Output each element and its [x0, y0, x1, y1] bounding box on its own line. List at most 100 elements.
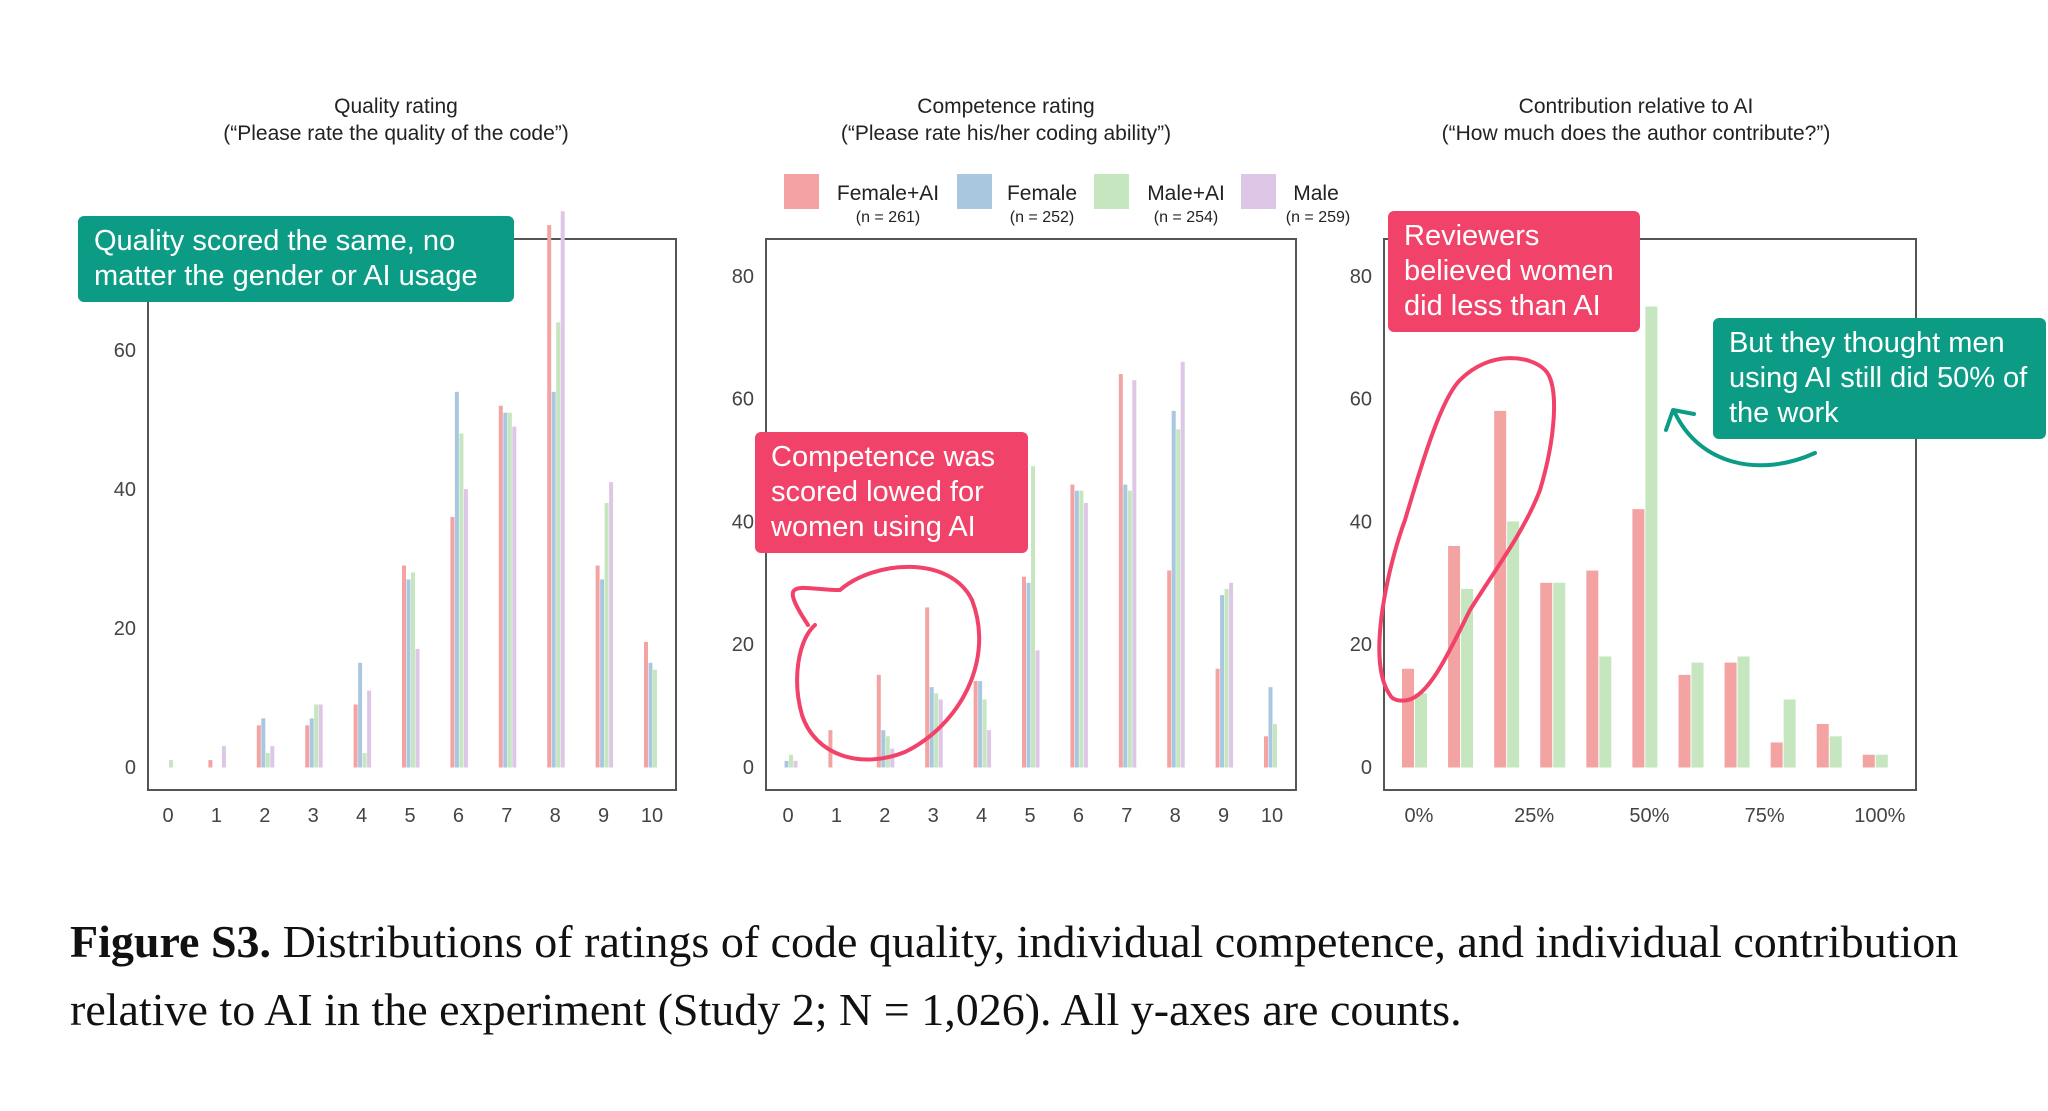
- figure-caption: Figure S3. Distributions of ratings of c…: [70, 908, 2020, 1044]
- bar-female-ai: [1402, 668, 1414, 768]
- bar-female-ai: [1540, 582, 1553, 768]
- x-tick-label: 1: [831, 805, 842, 827]
- bar-male-ai: [1875, 754, 1888, 768]
- bar-female-ai: [1586, 570, 1599, 768]
- contribution-plot-marks: 0 20 40 60 80 0% 25% 50% 75% 100%: [1350, 266, 1906, 827]
- figure-s3: Quality rating (“Please rate the quality…: [114, 95, 1917, 827]
- bar-female-ai: [644, 641, 648, 768]
- bar-female-ai: [1167, 570, 1172, 768]
- bar-male-ai: [1224, 588, 1229, 768]
- bar-male: [560, 211, 565, 768]
- x-tick-label: 25%: [1514, 805, 1554, 827]
- bar-female-ai: [1632, 509, 1645, 768]
- y-tick-label: 60: [1350, 389, 1372, 411]
- bar-male-ai: [1507, 521, 1520, 768]
- bar-female: [929, 687, 934, 768]
- bar-female: [406, 579, 411, 768]
- bar-male: [415, 648, 420, 768]
- y-tick-label: 0: [1361, 757, 1372, 779]
- bar-male-ai: [604, 503, 609, 768]
- bar-male-ai: [169, 760, 173, 768]
- legend: Female+AI (n = 261) Female (n = 252) Mal…: [784, 174, 1350, 226]
- bar-male: [1083, 503, 1088, 768]
- legend-swatch-female: [957, 174, 992, 209]
- bar-female-ai: [1264, 736, 1268, 768]
- x-tick-label: 50%: [1629, 805, 1669, 827]
- y-tick-label: 40: [114, 479, 136, 501]
- bar-male-ai: [885, 736, 890, 768]
- y-tick-label: 0: [125, 757, 136, 779]
- bar-female-ai: [208, 760, 213, 768]
- bar-female: [1268, 687, 1273, 768]
- x-tick-label: 7: [1121, 805, 1132, 827]
- x-tick-label: 75%: [1745, 805, 1785, 827]
- x-tick-label: 9: [598, 805, 609, 827]
- bar-female-ai: [1770, 742, 1783, 768]
- bar-male-ai: [1645, 306, 1658, 768]
- bar-male: [463, 489, 468, 768]
- y-tick-label: 40: [732, 511, 754, 533]
- bar-female-ai: [1448, 545, 1461, 768]
- bar-male: [221, 746, 226, 768]
- legend-item-female-ai: Female+AI (n = 261): [784, 174, 939, 226]
- x-tick-label: 10: [641, 805, 663, 827]
- competence-plot-marks: 0 20 40 60 80 0 1 2 3 4 5 6 7 8 9 10: [732, 266, 1283, 827]
- x-tick-label: 0: [782, 805, 793, 827]
- bar-male-ai: [1553, 582, 1566, 768]
- bar-female-ai: [353, 704, 358, 768]
- bar-female: [784, 760, 789, 768]
- bar-female-ai: [876, 674, 881, 768]
- bar-male: [318, 704, 323, 768]
- x-tick-label: 4: [976, 805, 987, 827]
- bar-male-ai: [1127, 490, 1132, 768]
- y-tick-label: 20: [1350, 634, 1372, 656]
- bar-female: [551, 391, 556, 768]
- contribution-title: Contribution relative to AI: [1519, 95, 1754, 118]
- y-tick-label: 60: [732, 389, 754, 411]
- bar-male-ai: [1691, 662, 1704, 768]
- bar-male: [512, 426, 517, 768]
- bar-female: [261, 718, 266, 768]
- x-tick-label: 3: [928, 805, 939, 827]
- bar-female-ai: [256, 725, 261, 768]
- bar-male: [609, 482, 614, 768]
- bar-male-ai: [789, 754, 793, 768]
- y-tick-label: 80: [1350, 266, 1372, 288]
- hand-drawn-annotations: [790, 356, 1817, 762]
- bar-male-ai: [1273, 724, 1277, 768]
- x-tick-label: 8: [550, 805, 561, 827]
- bar-male-ai: [1737, 656, 1750, 768]
- bar-male: [938, 699, 943, 768]
- x-tick-label: 6: [453, 805, 464, 827]
- y-tick-label: 0: [743, 757, 754, 779]
- legend-n-male: (n = 259): [1286, 209, 1350, 226]
- legend-swatch-female-ai: [784, 174, 819, 209]
- bar-female-ai: [1118, 374, 1123, 768]
- bar-female-ai: [450, 516, 455, 768]
- legend-item-female: Female (n = 252): [957, 174, 1077, 226]
- bar-female: [309, 718, 314, 768]
- contribution-panel: Contribution relative to AI (“How much d…: [1350, 95, 1917, 827]
- x-tick-label: 7: [501, 805, 512, 827]
- x-tick-label: 6: [1073, 805, 1084, 827]
- bar-male-ai: [1829, 736, 1842, 768]
- x-tick-label: 4: [356, 805, 367, 827]
- bar-female: [1171, 410, 1176, 768]
- bar-male: [793, 760, 798, 768]
- contribution-plot-frame: [1383, 238, 1917, 791]
- bar-male: [1229, 582, 1234, 768]
- pointer-arrow-head: [1664, 408, 1696, 432]
- bar-male-ai: [1461, 588, 1474, 768]
- x-tick-label: 2: [259, 805, 270, 827]
- bar-female-ai: [1678, 674, 1691, 768]
- bar-female: [978, 681, 983, 768]
- callout-men-half-work: But they thought men using AI still did …: [1713, 318, 2046, 439]
- bar-male-ai: [1176, 429, 1181, 768]
- legend-n-female-ai: (n = 261): [856, 209, 920, 226]
- competence-circle-mark: [790, 564, 982, 762]
- x-tick-label: 3: [308, 805, 319, 827]
- bar-male-ai: [1415, 693, 1427, 768]
- x-tick-label: 0%: [1405, 805, 1434, 827]
- bar-female-ai: [402, 565, 406, 768]
- legend-n-male-ai: (n = 254): [1154, 209, 1218, 226]
